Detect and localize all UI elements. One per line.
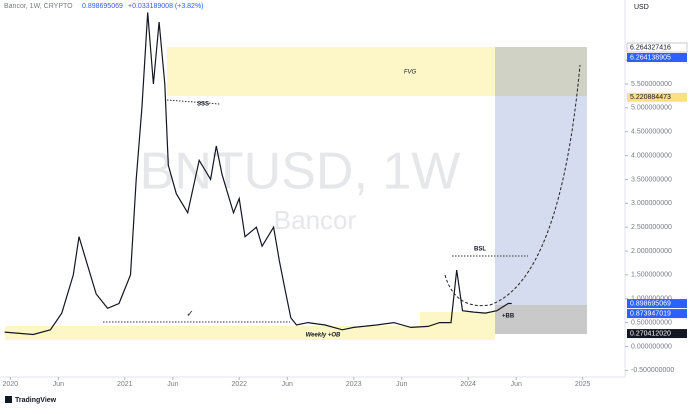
price-label-box [627,309,687,319]
axes: 6.0000000005.5000000005.0000000004.50000… [3,42,688,388]
y-tick-label: 5.500000000 [631,81,672,88]
ob-zone [5,326,495,340]
projection-curve [444,64,581,307]
sss-label: SSS [197,102,209,108]
price-label: 6.264138905 [630,54,671,61]
x-tick-label: 2021 [117,381,133,388]
price-label-box [627,329,687,339]
x-tick-label: Jun [53,381,64,388]
x-tick-label: 2024 [460,381,476,388]
y-tick-label: 2.000000000 [631,248,672,255]
footer: TradingView [15,397,57,404]
y-tick-label: 2.500000000 [631,224,672,231]
plot [4,12,512,336]
change: +0.033189008 (+3.82%) [128,3,204,10]
fvg-zone [167,47,495,96]
target-zone [495,96,587,305]
y-tick-label: 4.500000000 [631,129,672,136]
y-tick-label: -0.500000000 [631,367,674,374]
watermark-ticker: BNTUSD, 1W [140,143,461,201]
x-tick-label: 2020 [3,381,19,388]
y-tick-label: 1.500000000 [631,272,672,279]
watermark-name: Bancor [274,205,357,235]
price-label-box [626,42,688,53]
y-tick-label: 4.000000000 [631,152,672,159]
bb-label: +BB [502,314,515,320]
fvg-label: FVG [404,70,417,76]
price-label: 0.898695069 [630,300,671,307]
price-label-box [627,53,687,63]
currency: USD [634,4,649,11]
price-label: 0.873947019 [630,310,671,317]
check-mark: ✓ [186,308,194,318]
price-label: 5.220884473 [630,94,671,101]
y-tick-label: 5.000000000 [631,105,672,112]
bb-zone [420,312,495,326]
x-tick-label: 2023 [346,381,362,388]
price-label-box [627,92,687,102]
ob-label: Weekly +OB [306,333,341,339]
y-tick-label: 3.000000000 [631,200,672,207]
price-line [4,12,512,336]
x-tick-label: Jun [396,381,407,388]
symbol: Bancor, 1W, CRYPTO [4,3,73,10]
x-tick-label: Jun [511,381,522,388]
target-overlap [495,47,587,96]
logo [5,396,12,403]
price-label: 0.270412020 [630,330,671,337]
y-tick-label: 3.500000000 [631,176,672,183]
x-tick-label: 2025 [575,381,591,388]
price-label-box [627,299,687,309]
x-tick-label: 2022 [231,381,247,388]
last-price: 0.898695069 [82,3,123,10]
y-tick-label: 0.500000000 [631,319,672,326]
stop-zone [495,305,587,334]
x-tick-label: Jun [167,381,178,388]
y-tick-label: 0.000000000 [631,343,672,350]
x-tick-label: Jun [282,381,293,388]
price-label: 6.264327416 [630,44,671,51]
bsl-label: BSL [474,247,486,253]
